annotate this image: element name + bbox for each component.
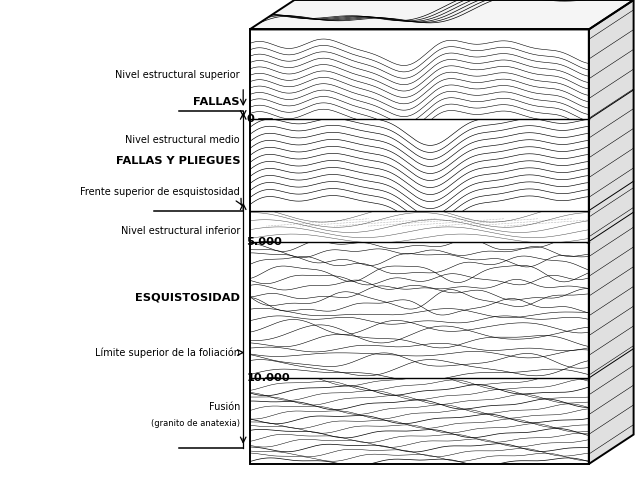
Text: (granito de anatexia): (granito de anatexia) <box>151 419 240 428</box>
Text: Fusión: Fusión <box>209 402 240 411</box>
Polygon shape <box>250 29 589 464</box>
Text: FALLAS: FALLAS <box>193 97 240 107</box>
Text: ESQUISTOSIDAD: ESQUISTOSIDAD <box>135 292 240 302</box>
Text: 10.000: 10.000 <box>246 373 290 383</box>
Text: FALLAS Y PLIEGUES: FALLAS Y PLIEGUES <box>115 156 240 166</box>
Text: Nivel estructural superior: Nivel estructural superior <box>115 70 240 80</box>
Text: 0: 0 <box>246 114 254 124</box>
Polygon shape <box>589 0 634 464</box>
Text: Nivel estructural medio: Nivel estructural medio <box>125 135 240 145</box>
Text: Nivel estructural inferior: Nivel estructural inferior <box>120 226 240 236</box>
Text: Límite superior de la foliación: Límite superior de la foliación <box>95 347 240 358</box>
Text: Frente superior de esquistosidad: Frente superior de esquistosidad <box>80 188 240 197</box>
Polygon shape <box>250 0 634 29</box>
Text: 5.000: 5.000 <box>246 237 282 246</box>
